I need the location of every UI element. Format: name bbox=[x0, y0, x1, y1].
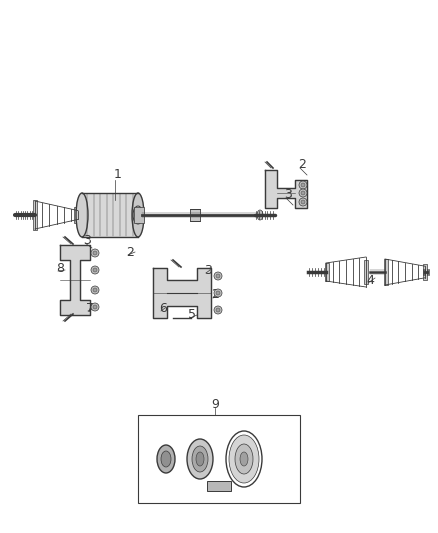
Ellipse shape bbox=[192, 446, 208, 472]
Circle shape bbox=[301, 200, 305, 204]
Text: 9: 9 bbox=[211, 399, 219, 411]
Circle shape bbox=[214, 272, 222, 280]
Text: 4: 4 bbox=[366, 273, 374, 287]
Circle shape bbox=[91, 286, 99, 294]
Bar bbox=[190, 209, 200, 221]
Ellipse shape bbox=[187, 439, 213, 479]
Circle shape bbox=[91, 303, 99, 311]
Text: 3: 3 bbox=[83, 233, 91, 246]
Bar bbox=[207, 481, 231, 491]
Circle shape bbox=[299, 198, 307, 206]
Ellipse shape bbox=[132, 193, 144, 237]
Text: 5: 5 bbox=[188, 309, 196, 321]
Ellipse shape bbox=[76, 193, 88, 237]
Polygon shape bbox=[153, 268, 211, 318]
Ellipse shape bbox=[196, 452, 204, 466]
Circle shape bbox=[91, 249, 99, 257]
Ellipse shape bbox=[157, 445, 175, 473]
Circle shape bbox=[216, 274, 220, 278]
Circle shape bbox=[301, 183, 305, 187]
Bar bbox=[423, 264, 427, 280]
Ellipse shape bbox=[161, 451, 171, 467]
Circle shape bbox=[91, 266, 99, 274]
Bar bbox=[82, 193, 138, 237]
Circle shape bbox=[216, 308, 220, 312]
Bar bbox=[134, 207, 144, 223]
Circle shape bbox=[214, 306, 222, 314]
Text: 2: 2 bbox=[298, 158, 306, 172]
Circle shape bbox=[299, 181, 307, 189]
Circle shape bbox=[93, 268, 97, 272]
Text: 1: 1 bbox=[114, 168, 122, 182]
Circle shape bbox=[93, 251, 97, 255]
Text: 6: 6 bbox=[159, 302, 167, 314]
Bar bbox=[364, 260, 368, 284]
Ellipse shape bbox=[240, 452, 248, 466]
Polygon shape bbox=[265, 170, 307, 208]
Ellipse shape bbox=[229, 435, 259, 483]
Ellipse shape bbox=[133, 206, 143, 224]
Bar bbox=[384, 259, 388, 285]
Text: 2: 2 bbox=[126, 246, 134, 259]
Ellipse shape bbox=[235, 444, 253, 474]
Circle shape bbox=[216, 291, 220, 295]
Ellipse shape bbox=[257, 210, 263, 220]
Bar bbox=[33, 200, 37, 230]
Bar bbox=[74, 207, 78, 223]
Circle shape bbox=[299, 189, 307, 197]
Circle shape bbox=[93, 305, 97, 309]
Circle shape bbox=[214, 289, 222, 297]
Bar bbox=[138, 415, 300, 503]
Polygon shape bbox=[60, 245, 90, 315]
Text: 2: 2 bbox=[211, 288, 219, 302]
Circle shape bbox=[301, 191, 305, 195]
Ellipse shape bbox=[135, 210, 141, 220]
Text: 8: 8 bbox=[56, 262, 64, 274]
Bar bbox=[325, 263, 329, 281]
Text: 7: 7 bbox=[86, 302, 94, 314]
Text: 3: 3 bbox=[204, 263, 212, 277]
Text: 3: 3 bbox=[284, 189, 292, 201]
Circle shape bbox=[93, 288, 97, 292]
